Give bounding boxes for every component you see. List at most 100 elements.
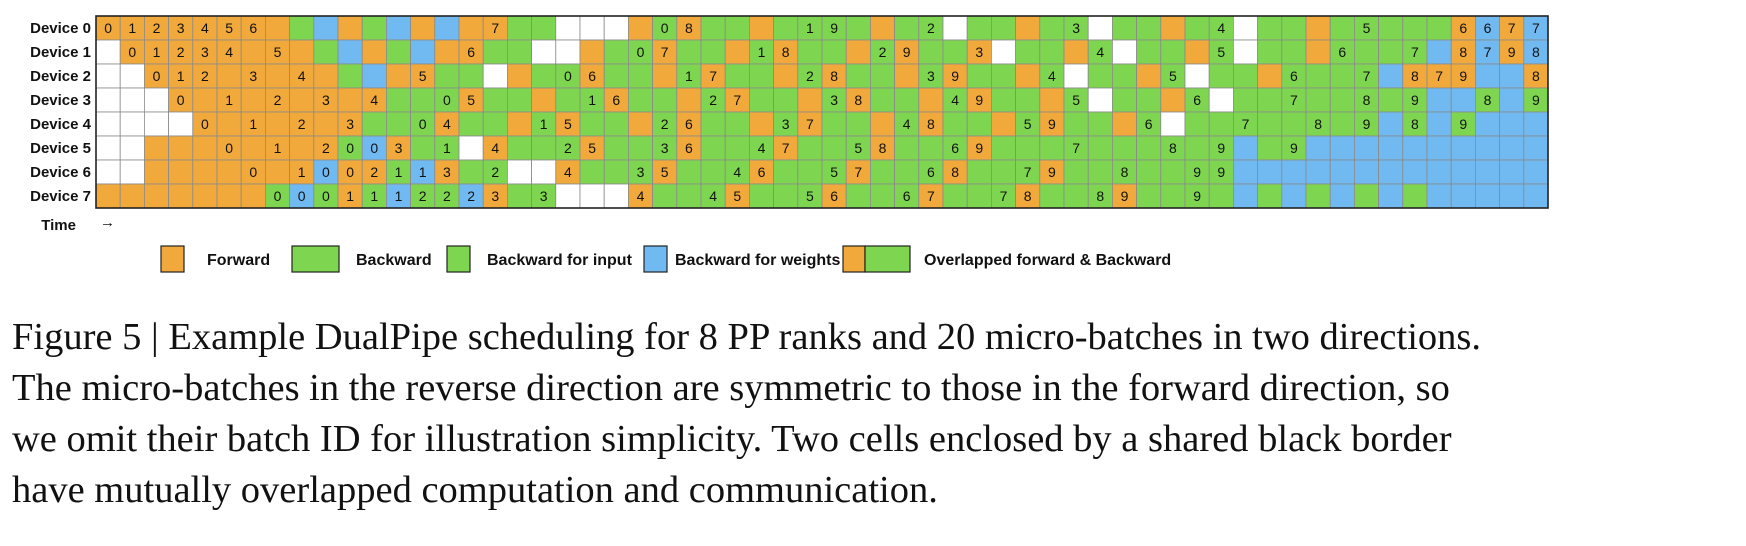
schedule-cell-backward [1257,39,1283,65]
schedule-cell-backward-weights [1499,135,1525,161]
micro-batch-id: 6 [951,140,959,156]
micro-batch-id: 4 [225,44,233,60]
schedule-cell-backward [506,183,532,209]
schedule-cell-backward [1039,183,1065,209]
micro-batch-id: 0 [346,164,354,180]
micro-batch-id: 5 [225,20,233,36]
schedule-cell-backward [676,159,702,185]
schedule-cell-backward-weights [1402,135,1428,161]
schedule-cell-empty [1233,39,1259,65]
caption-line-4: have mutually overlapped computation and… [12,469,938,511]
micro-batch-id: 6 [467,44,475,60]
micro-batch-id: 8 [685,20,693,36]
micro-batch-id: 5 [1363,20,1371,36]
schedule-cell-backward [1305,63,1331,89]
schedule-cell-backward [531,15,557,41]
micro-batch-id: 8 [1169,140,1177,156]
micro-batch-id: 7 [1072,140,1080,156]
schedule-cell-backward [845,183,871,209]
schedule-cell-backward [1063,183,1089,209]
micro-batch-id: 3 [540,188,548,204]
schedule-cell-empty [119,63,145,89]
schedule-cell-backward [1329,15,1355,41]
schedule-cell-forward [918,87,944,113]
schedule-cell-backward [894,111,920,137]
micro-batch-id: 8 [1532,44,1540,60]
schedule-cell-empty [95,135,121,161]
schedule-cell-backward-weights [1426,39,1452,65]
schedule-cell-backward [845,63,871,89]
schedule-cell-forward [240,63,266,89]
schedule-cell-backward [918,39,944,65]
micro-batch-id: 7 [782,140,790,156]
schedule-cell-backward-weights [1523,135,1549,161]
schedule-cell-backward [700,87,726,113]
micro-batch-id: 9 [1411,92,1419,108]
schedule-cell-empty [119,159,145,185]
micro-batch-id: 4 [1048,68,1056,84]
schedule-cell-backward-weights [1523,15,1549,41]
micro-batch-id: 1 [346,188,354,204]
schedule-cell-forward [143,159,169,185]
micro-batch-id: 3 [395,140,403,156]
schedule-cell-backward [506,15,532,41]
micro-batch-id: 4 [491,140,499,156]
micro-batch-id: 9 [975,92,983,108]
schedule-cell-forward [724,87,750,113]
schedule-cell-backward [458,63,484,89]
micro-batch-id: 8 [1314,116,1322,132]
micro-batch-id: 1 [806,20,814,36]
schedule-cell-empty [143,87,169,113]
schedule-cell-backward [845,111,871,137]
schedule-cell-empty [603,15,629,41]
micro-batch-id: 1 [395,164,403,180]
schedule-cell-backward-weights [1450,183,1476,209]
schedule-cell-backward [361,111,387,137]
schedule-cell-backward [918,63,944,89]
schedule-cell-backward [918,135,944,161]
schedule-cell-forward [240,135,266,161]
schedule-cell-backward [1136,39,1162,65]
schedule-cell-forward [1305,15,1331,41]
schedule-cell-forward [95,183,121,209]
micro-batch-id: 9 [951,68,959,84]
micro-batch-id: 8 [1024,188,1032,204]
schedule-cell-backward-weights [1426,183,1452,209]
schedule-cell-forward [143,135,169,161]
micro-batch-id: 1 [758,44,766,60]
schedule-cell-forward [264,63,290,89]
micro-batch-id: 1 [395,188,403,204]
schedule-cell-backward [555,87,581,113]
schedule-cell-backward-weights [1233,159,1259,185]
micro-batch-id: 1 [419,164,427,180]
micro-batch-id: 0 [346,140,354,156]
schedule-cell-backward [1015,39,1041,65]
figure-caption: Figure 5 | Example DualPipe scheduling f… [12,312,1737,516]
schedule-cell-backward [1354,183,1380,209]
schedule-cell-backward [1426,15,1452,41]
schedule-cell-forward [240,111,266,137]
time-axis-label: Time [41,217,76,234]
schedule-cell-backward [724,159,750,185]
micro-batch-id: 6 [1193,92,1201,108]
schedule-cell-backward [434,183,460,209]
micro-batch-id: 9 [1532,92,1540,108]
schedule-cell-forward [192,183,218,209]
micro-batch-id: 0 [298,188,306,204]
schedule-cell-backward [966,63,992,89]
schedule-cell-forward [506,111,532,137]
schedule-cell-forward [240,159,266,185]
micro-batch-id: 5 [733,188,741,204]
schedule-cell-backward [797,39,823,65]
schedule-cell-backward [1257,111,1283,137]
schedule-cell-forward [676,15,702,41]
schedule-cell-backward [749,135,775,161]
schedule-cell-backward [482,39,508,65]
schedule-cell-backward-weights [1499,183,1525,209]
schedule-cell-backward [966,159,992,185]
schedule-cell-backward-weights [1426,87,1452,113]
micro-batch-id: 1 [249,116,257,132]
micro-batch-id: 4 [733,164,741,180]
schedule-cell-forward [894,63,920,89]
schedule-cell-backward [894,15,920,41]
